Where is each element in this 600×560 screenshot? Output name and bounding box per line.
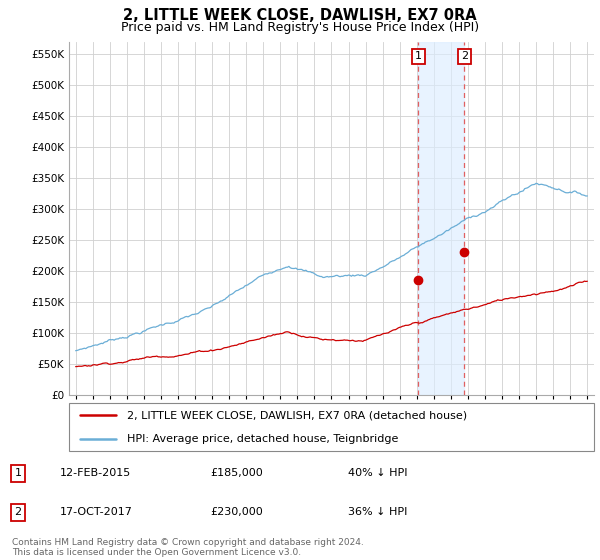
Text: Contains HM Land Registry data © Crown copyright and database right 2024.
This d: Contains HM Land Registry data © Crown c… [12, 538, 364, 557]
Text: 2, LITTLE WEEK CLOSE, DAWLISH, EX7 0RA: 2, LITTLE WEEK CLOSE, DAWLISH, EX7 0RA [123, 8, 477, 24]
FancyBboxPatch shape [69, 403, 594, 451]
Text: 36% ↓ HPI: 36% ↓ HPI [348, 507, 407, 517]
Text: 1: 1 [14, 468, 22, 478]
Text: 40% ↓ HPI: 40% ↓ HPI [348, 468, 407, 478]
Text: 17-OCT-2017: 17-OCT-2017 [60, 507, 133, 517]
Text: £230,000: £230,000 [210, 507, 263, 517]
Text: £185,000: £185,000 [210, 468, 263, 478]
Text: HPI: Average price, detached house, Teignbridge: HPI: Average price, detached house, Teig… [127, 434, 398, 444]
Bar [418, 42, 464, 395]
Text: 1: 1 [415, 52, 422, 61]
Text: 2: 2 [14, 507, 22, 517]
Text: Price paid vs. HM Land Registry's House Price Index (HPI): Price paid vs. HM Land Registry's House … [121, 21, 479, 34]
Text: 2, LITTLE WEEK CLOSE, DAWLISH, EX7 0RA (detached house): 2, LITTLE WEEK CLOSE, DAWLISH, EX7 0RA (… [127, 410, 467, 420]
Text: 12-FEB-2015: 12-FEB-2015 [60, 468, 131, 478]
Text: 2: 2 [461, 52, 468, 61]
